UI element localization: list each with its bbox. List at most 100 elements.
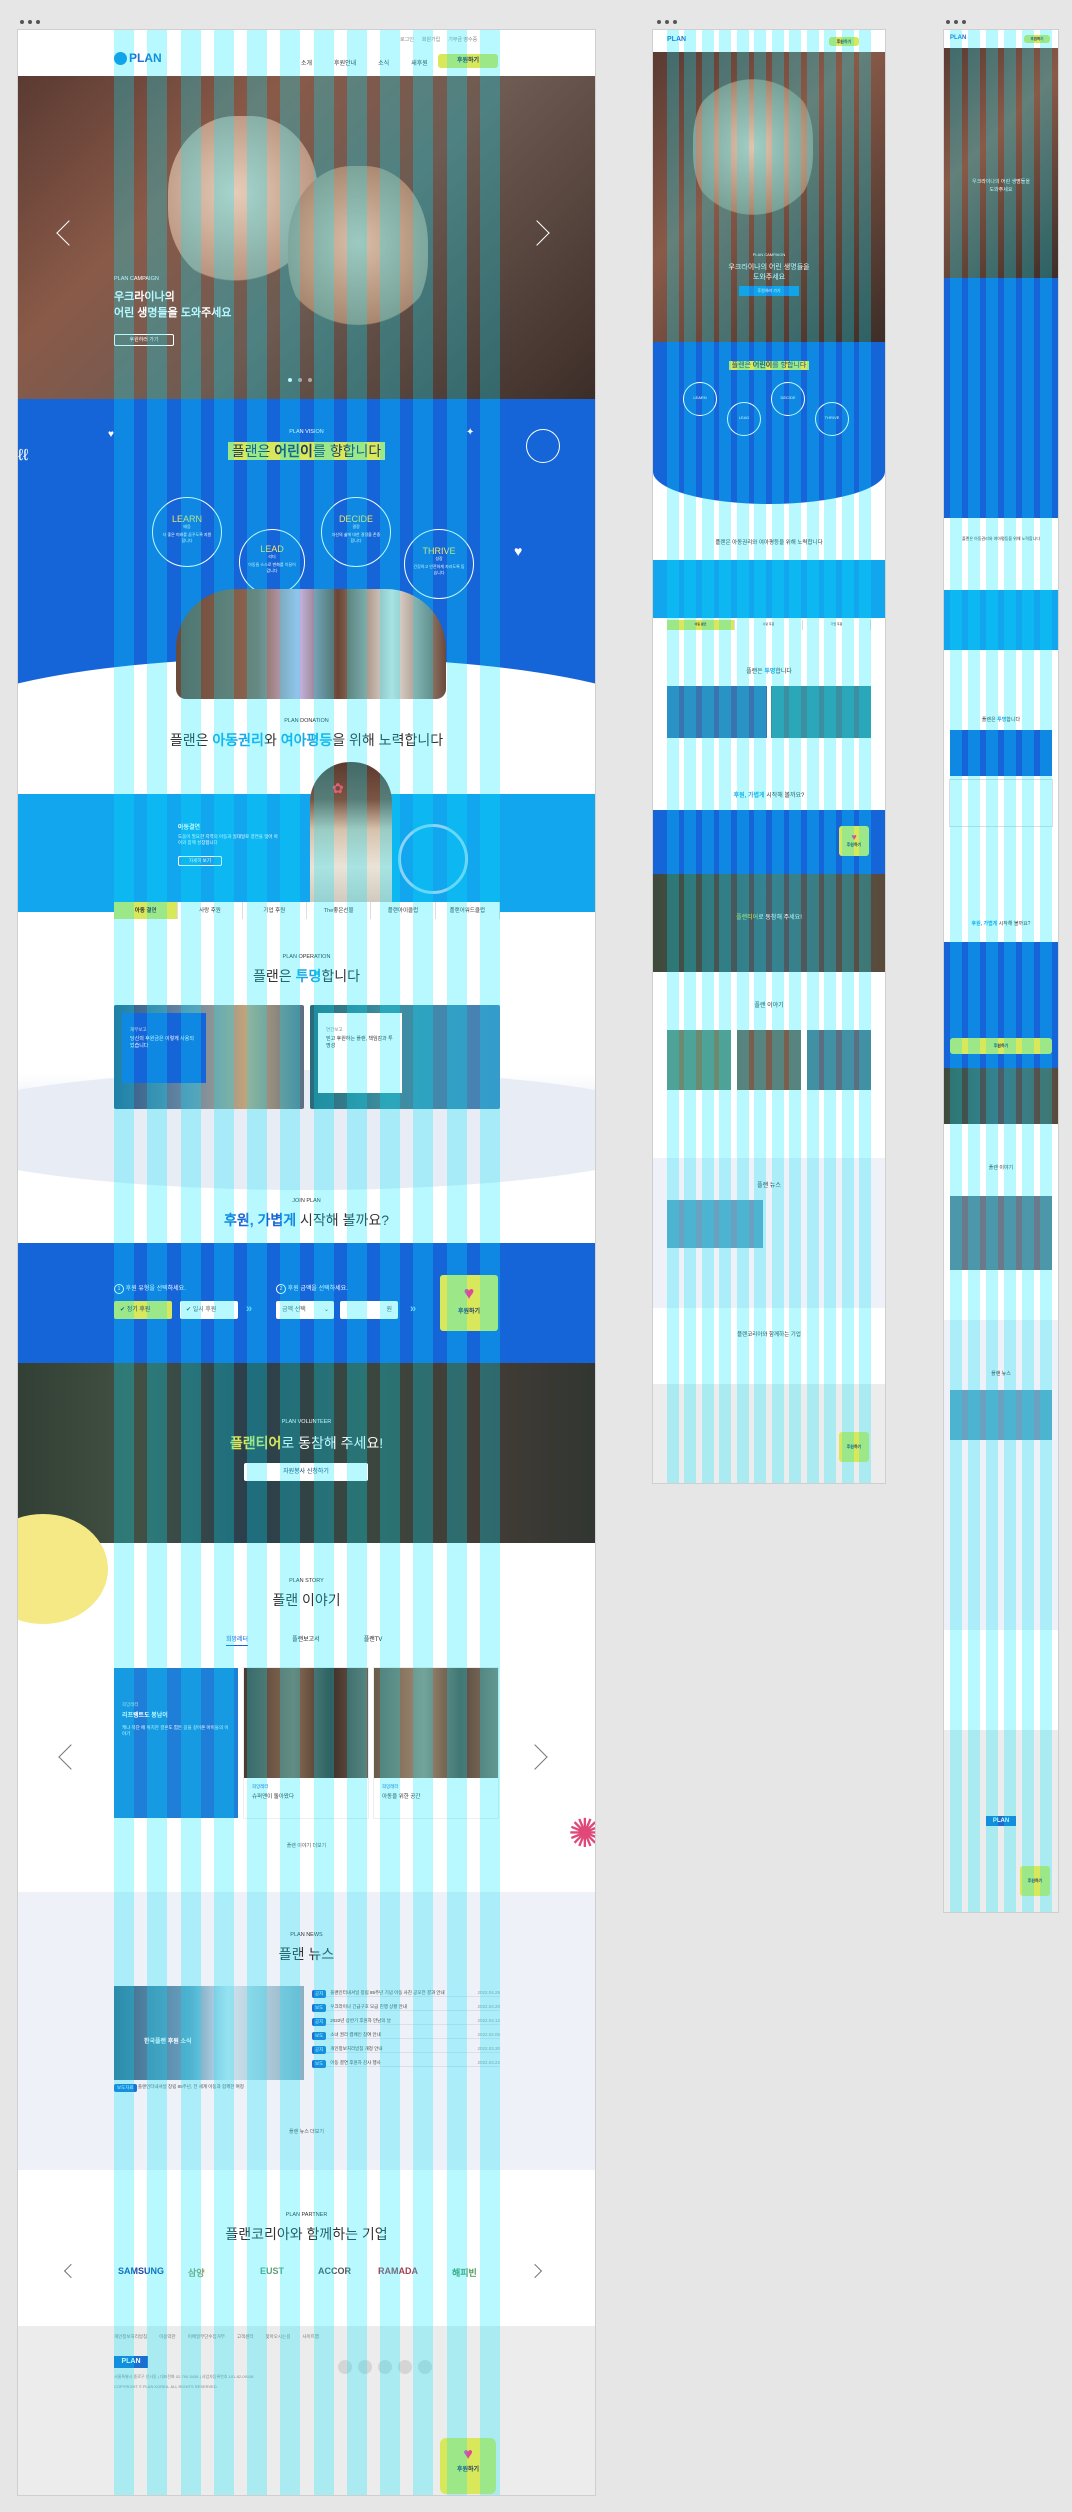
social-facebook-icon[interactable] [338, 2360, 352, 2374]
partner-logo-accor: ACCOR [318, 2266, 351, 2276]
mobile-logo[interactable]: PLAN [950, 35, 967, 41]
tab-good-gift[interactable]: The좋은선물 [306, 902, 372, 919]
footer-link-support[interactable]: 고객센터 [236, 2334, 254, 2339]
news-more-link[interactable]: 플랜 뉴스 더보기 [289, 2129, 324, 2135]
news-item-title: 아동 결연 후원자 감사 행사 [330, 2060, 381, 2065]
mobile-float-cta[interactable]: 후원하기 [1020, 1866, 1050, 1896]
nav-item-new[interactable]: 새후원 [411, 61, 428, 67]
donation-card-button[interactable]: 자세히 보기 [178, 856, 222, 866]
tablet-operation-card-2[interactable] [771, 686, 871, 738]
partner-prev-arrow-icon[interactable] [63, 2263, 79, 2279]
hero-pagination[interactable] [288, 378, 312, 382]
story-card-2[interactable]: 희망레터 슈퍼맨이 돌아왔다 [244, 1668, 368, 1818]
floating-cta-button[interactable]: ♥ 후원하기 [440, 2438, 496, 2494]
nav-item-news[interactable]: 소식 [378, 61, 390, 67]
story-next-arrow-icon[interactable] [522, 1744, 548, 1770]
tablet-join-submit[interactable]: ♥ 후원하기 [839, 826, 869, 856]
utility-link-receipt[interactable]: 기부금 영수증 [448, 37, 478, 43]
social-instagram-icon[interactable] [358, 2360, 372, 2374]
social-youtube-icon[interactable] [378, 2360, 392, 2374]
mobile-operation-card-1[interactable] [950, 730, 1052, 776]
join-amount-select[interactable]: 금액 선택 ⌄ [276, 1301, 334, 1319]
news-list-item[interactable]: 공지 개인정보처리방침 개정 안내 2022.03.30 [312, 2046, 500, 2054]
social-blog-icon[interactable] [398, 2360, 412, 2374]
tablet-hero-button[interactable]: 후원하러 가기 [739, 286, 799, 296]
mobile-join-submit[interactable]: 후원하기 [950, 1038, 1052, 1054]
news-item-title: 2022년 상반기 후원자 만남의 날 [330, 2018, 391, 2023]
utility-link-join[interactable]: 회원가입 [421, 37, 441, 43]
partner-next-arrow-icon[interactable] [527, 2263, 543, 2279]
mobile-hero: 우크라이나의 어린 생명들을 도와주세요 [944, 48, 1058, 278]
operation-eyebrow: PLAN OPERATION [282, 954, 331, 960]
logo[interactable]: PLAN [114, 50, 170, 66]
tab-corporate-sponsor[interactable]: 기업 후원 [242, 902, 307, 919]
tablet-header-cta[interactable]: 후원하기 [829, 37, 859, 46]
news-list-item[interactable]: 공지 2022년 상반기 후원자 만남의 날 2022.04.12 [312, 2018, 500, 2026]
tablet-tab-corp[interactable]: 기업 후원 [803, 620, 871, 630]
operation-card-annual[interactable]: 연간보고 믿고 후원하는 플랜, 책임감과 투명성 [310, 1005, 500, 1109]
tablet-tab-child[interactable]: 아동 결연 [667, 620, 735, 630]
utility-link-login[interactable]: 로그인 [400, 37, 414, 43]
news-list-item[interactable]: 보도 소녀 권리 캠페인 참여 안내 2022.04.05 [312, 2032, 500, 2040]
tablet-float-cta[interactable]: 후원하기 [839, 1432, 869, 1462]
partner-logo-samyang: 삼양 [188, 2268, 205, 2278]
mobile-operation-title: 플랜은 투명합니다 [944, 716, 1058, 723]
heart-icon: ♥ [463, 1283, 475, 1303]
story-prev-arrow-icon[interactable] [58, 1744, 84, 1770]
tab-love-sponsor[interactable]: 사랑 후원 [178, 902, 243, 919]
tablet-story-card-2[interactable] [737, 1030, 801, 1090]
story-card-1[interactable]: 희망레터 리프랭트도 봉남이 케냐 북단 에 위치한 결혼도 힘든 길을 걸어온… [114, 1668, 238, 1818]
tab-plan-i-club[interactable]: 플랜아이클럽 [371, 902, 436, 919]
hero-prev-arrow-icon[interactable] [56, 220, 82, 246]
join-option-regular[interactable]: ✔ 정기 후원 [114, 1301, 172, 1319]
story-tab-report[interactable]: 플랜보고서 [292, 1637, 320, 1643]
nav-item-sponsor[interactable]: 후원안내 [334, 61, 357, 67]
news-item-date: 2022.04.28 [477, 1990, 500, 1995]
tablet-tab-love[interactable]: 사랑 후원 [735, 620, 803, 630]
tablet-operation-card-1[interactable] [667, 686, 767, 738]
footer-link-email[interactable]: 이메일무단수집거부 [187, 2334, 225, 2339]
desktop-header: PLAN 로그인 회원가입 기부금 영수증 소개 후원안내 소식 새후원 후원하… [18, 30, 595, 76]
tablet-volunteer-title-post: 로 동참해 주세요! [758, 915, 802, 921]
news-list-item[interactable]: 보도 우크라이나 긴급구호 모금 진행 상황 안내 2022.04.20 [312, 2004, 500, 2012]
hero-button[interactable]: 후원하러 가기 [114, 334, 174, 346]
mobile-header-cta[interactable]: 후원하기 [1024, 35, 1050, 43]
operation-card-finance[interactable]: 재무보고 당신의 후원금은 이렇게 사용되었습니다 [114, 1005, 304, 1109]
tab-plan-award-club[interactable]: 플랜어워드클럽 [435, 902, 500, 919]
volunteer-button[interactable]: 자원봉사 신청하기 [244, 1463, 368, 1481]
mobile-news-photo[interactable] [950, 1390, 1052, 1440]
nav-item-about[interactable]: 소개 [301, 61, 313, 67]
footer-link-map[interactable]: 찾아오시는길 [265, 2334, 291, 2339]
tab-child-sponsor[interactable]: 아동 결연 [114, 902, 179, 919]
story-tabs: 희망레터 플랜보고서 플랜TV [226, 1634, 382, 1646]
hero-next-arrow-icon[interactable] [524, 220, 550, 246]
news-list-item[interactable]: 공지 플랜인터내셔널 창립 85주년 기념 아동 사진 공모전 결과 안내 2022… [312, 1990, 500, 1998]
join-option-once[interactable]: ✔ 일시 후원 [180, 1301, 238, 1319]
story-more-link[interactable]: 플랜 이야기 더보기 [286, 1843, 327, 1849]
donation-child-photo [310, 762, 392, 912]
mobile-story-card[interactable] [950, 1196, 1052, 1270]
join-submit-button[interactable]: ♥ 후원하기 [440, 1275, 498, 1331]
news-item-title: 개인정보처리방침 개정 안내 [330, 2046, 383, 2051]
news-feature-photo[interactable]: 한국플랜 후원 소식 [114, 1986, 304, 2080]
story-card-3[interactable]: 희망레터 아동을 위한 공간 [374, 1668, 498, 1818]
operation-card2-label: 연간보고 [326, 1027, 343, 1032]
join-amount-input[interactable]: 원 [340, 1301, 398, 1319]
header-cta-button[interactable]: 후원하기 [438, 54, 498, 68]
mobile-operation-card-2[interactable] [950, 780, 1052, 826]
news-list-item[interactable]: 보도 아동 결연 후원자 감사 행사 2022.03.22 [312, 2060, 500, 2068]
footer-link-terms[interactable]: 이용약관 [159, 2334, 176, 2339]
story-tab-tv[interactable]: 플랜TV [363, 1637, 383, 1643]
story-card2-tag: 희망레터 [252, 1784, 269, 1789]
volunteer-eyebrow: PLAN VOLUNTEER [281, 1419, 332, 1425]
social-kakao-icon[interactable] [418, 2360, 432, 2374]
story-tab-letter[interactable]: 희망레터 [226, 1634, 249, 1646]
footer-link-privacy[interactable]: 개인정보처리방침 [114, 2334, 148, 2339]
mobile-donation-title: 플랜은 아동권리와 여아평등을 위해 노력합니다 [961, 536, 1041, 541]
footer-link-sitemap[interactable]: 사이트맵 [302, 2334, 319, 2339]
tablet-news-photo[interactable] [667, 1200, 763, 1248]
news-feature-desc: 플랜인터내셔널 창립 85주년, 전 세계 아동과 함께한 여정 [137, 2084, 244, 2089]
tablet-story-card-1[interactable] [667, 1030, 731, 1090]
tablet-story-card-3[interactable] [807, 1030, 871, 1090]
tablet-logo[interactable]: PLAN [667, 36, 687, 43]
